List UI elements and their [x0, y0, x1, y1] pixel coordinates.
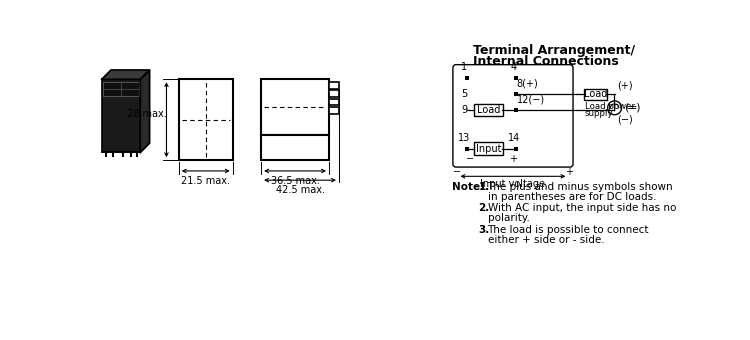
Text: 42.5 max.: 42.5 max. [275, 185, 325, 195]
Text: +: + [509, 154, 517, 164]
Polygon shape [102, 70, 149, 79]
Text: 3.: 3. [478, 225, 490, 235]
Text: (+): (+) [617, 80, 632, 90]
Text: 36.5 max.: 36.5 max. [271, 175, 320, 186]
Text: With AC input, the input side has no: With AC input, the input side has no [488, 203, 676, 213]
Text: 5: 5 [461, 89, 467, 99]
Bar [514, 92, 518, 96]
FancyBboxPatch shape [584, 88, 607, 100]
Circle shape [608, 101, 622, 115]
Text: Internal Connections: Internal Connections [473, 55, 619, 68]
Bar [329, 107, 339, 114]
FancyBboxPatch shape [453, 65, 573, 167]
Text: 1.: 1. [478, 182, 490, 192]
Text: The load is possible to connect: The load is possible to connect [488, 225, 649, 235]
Text: 4: 4 [511, 62, 517, 72]
Text: +: + [566, 168, 573, 177]
Bar [514, 147, 518, 151]
Text: Load power: Load power [584, 102, 634, 110]
Text: 28 max.: 28 max. [127, 108, 166, 119]
Text: 9: 9 [461, 105, 467, 115]
Bar [329, 82, 339, 88]
Text: −: − [466, 154, 474, 164]
Text: 2.: 2. [478, 203, 490, 213]
Bar [104, 82, 139, 96]
Polygon shape [140, 70, 149, 152]
Bar [514, 76, 518, 80]
Text: 12(−): 12(−) [517, 95, 545, 105]
Bar [329, 99, 339, 105]
Text: (═): (═) [625, 103, 640, 113]
Bar [329, 90, 339, 97]
Text: 14: 14 [508, 133, 520, 143]
Text: supply: supply [584, 109, 613, 118]
Text: 8(+): 8(+) [517, 79, 538, 88]
Bar [178, 79, 232, 160]
Bar [102, 79, 140, 152]
FancyBboxPatch shape [474, 142, 503, 155]
Bar [261, 79, 329, 135]
Text: 13: 13 [458, 133, 470, 143]
Text: 21.5 max.: 21.5 max. [182, 175, 230, 186]
Text: either + side or - side.: either + side or - side. [488, 235, 604, 245]
Text: in parentheses are for DC loads.: in parentheses are for DC loads. [488, 192, 656, 202]
Bar [261, 135, 329, 160]
Text: 1: 1 [461, 62, 467, 72]
FancyBboxPatch shape [474, 104, 503, 116]
Text: The plus and minus symbols shown: The plus and minus symbols shown [488, 182, 674, 192]
Text: −: − [453, 168, 460, 177]
Bar [514, 108, 518, 112]
Text: Terminal Arrangement/: Terminal Arrangement/ [473, 44, 635, 57]
Bar [465, 76, 469, 80]
Text: Load: Load [477, 105, 500, 115]
Bar [465, 147, 469, 151]
Text: (−): (−) [617, 115, 633, 125]
Text: Input voltage: Input voltage [481, 178, 545, 189]
Text: Load: Load [584, 89, 607, 99]
Text: polarity.: polarity. [488, 213, 530, 223]
Text: Note:: Note: [452, 182, 484, 192]
Text: Input: Input [476, 143, 501, 154]
